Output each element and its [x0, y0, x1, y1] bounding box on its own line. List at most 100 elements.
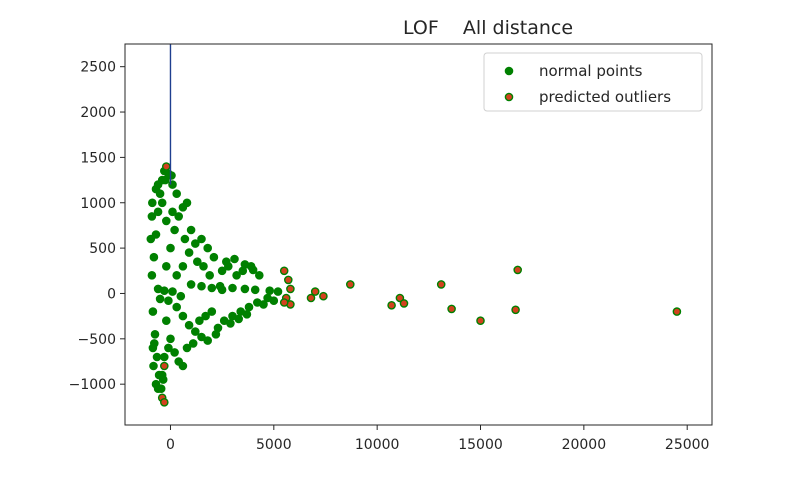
normal-point [248, 265, 258, 275]
y-tick-label: 500 [89, 241, 116, 257]
normal-point [152, 352, 162, 362]
x-axis: 0 5000 10000 15000 20000 25000 [166, 425, 709, 453]
normal-point [197, 332, 206, 342]
normal-point [273, 287, 283, 296]
normal-point [164, 343, 173, 353]
y-tick-label: −500 [78, 332, 116, 348]
normal-point [232, 270, 241, 280]
normal-point [234, 314, 243, 324]
normal-point [160, 175, 170, 185]
normal-point [240, 260, 250, 269]
plot-frame [124, 43, 713, 426]
legend: normal points predicted outliers [483, 52, 703, 112]
normal-point [176, 291, 186, 301]
normal-point [149, 339, 159, 348]
outlier-point [283, 275, 293, 285]
normal-point [170, 348, 179, 357]
normal-point [170, 225, 179, 235]
normal-point [174, 212, 183, 221]
normal-point [199, 261, 208, 271]
normal-point [161, 316, 171, 326]
normal-point [182, 343, 192, 353]
outlier-point [310, 287, 320, 296]
normal-point [146, 234, 156, 244]
normal-point [186, 225, 196, 235]
x-tick-label: 25000 [665, 437, 710, 453]
normal-point [190, 327, 200, 336]
normal-point [197, 234, 206, 244]
outlier-point [159, 397, 169, 407]
y-axis: −1000 −500 0 500 1000 1500 2000 2500 [69, 60, 125, 393]
normal-point [164, 296, 173, 306]
x-tick-label: 10000 [355, 437, 400, 453]
normal-point [207, 307, 217, 316]
normal-point [166, 334, 175, 344]
normal-point [153, 180, 163, 189]
normal-point [157, 370, 167, 380]
normal-point [149, 252, 159, 262]
normal-point [188, 339, 198, 348]
normal-point [221, 257, 231, 267]
y-tick-label: 2500 [80, 60, 116, 76]
normal-point [172, 302, 181, 312]
normal-point [153, 384, 163, 394]
normal-point [226, 319, 235, 328]
normal-point [151, 230, 161, 239]
normal-point [147, 270, 157, 280]
normal-point [217, 285, 227, 295]
normal-point [269, 296, 279, 306]
normal-point [192, 257, 202, 267]
outlier-point [399, 299, 409, 308]
normal-point [147, 212, 157, 221]
normal-point [203, 243, 212, 253]
outlier-point [279, 266, 289, 276]
normal-point [178, 361, 188, 371]
legend-box [483, 52, 703, 112]
normal-point [190, 239, 200, 248]
normal-point [195, 316, 204, 326]
normal-point [172, 270, 181, 280]
normal-point [205, 270, 214, 280]
legend-label: predicted outliers [539, 88, 671, 106]
outlier-point [672, 307, 682, 316]
normal-point [155, 294, 165, 304]
normal-point [244, 302, 254, 312]
normal-point [265, 286, 275, 296]
normal-point [168, 287, 177, 296]
normal-point [242, 309, 252, 319]
y-tick-label: 2000 [80, 105, 116, 121]
normal-point [186, 280, 196, 289]
normal-point [159, 352, 169, 362]
outlier-point [387, 300, 396, 310]
normal-point [159, 286, 169, 296]
normal-point [178, 261, 188, 271]
normal-point [197, 281, 206, 291]
normal-point [207, 283, 217, 293]
normal-point [259, 300, 268, 309]
x-tick-label: 0 [166, 437, 175, 453]
x-tick-label: 15000 [458, 437, 503, 453]
normal-point [166, 243, 175, 253]
normal-point [217, 266, 227, 276]
outlier-point [159, 361, 169, 371]
outlier-point [476, 316, 485, 326]
normal-point [182, 198, 192, 208]
outlier-point [513, 265, 523, 275]
y-tick-label: 0 [107, 286, 116, 302]
outlier-point [436, 280, 446, 289]
outlier-point [286, 284, 295, 294]
x-tick-label: 5000 [256, 437, 292, 453]
normal-point [250, 285, 260, 295]
normal-point [147, 198, 157, 208]
outlier-point [447, 304, 456, 314]
outlier-point [511, 305, 520, 315]
normal-point [172, 189, 181, 198]
normal-point [161, 261, 171, 271]
outlier-point [319, 291, 328, 301]
normal-point [240, 284, 250, 294]
legend-marker [504, 66, 514, 76]
normal-point [168, 207, 177, 217]
normal-point [178, 311, 188, 321]
normal-point [203, 336, 212, 345]
outlier-point [161, 162, 171, 171]
